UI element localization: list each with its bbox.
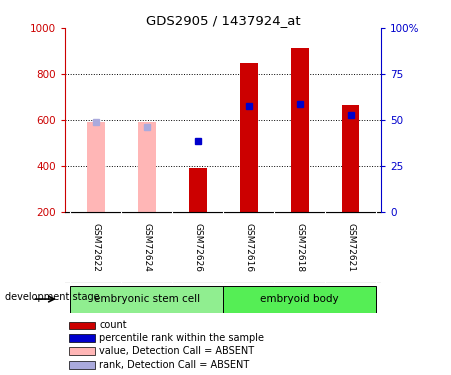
Text: value, Detection Call = ABSENT: value, Detection Call = ABSENT (100, 346, 255, 356)
Text: embryonic stem cell: embryonic stem cell (94, 294, 200, 304)
Text: GSM72622: GSM72622 (92, 223, 101, 272)
Bar (69, 322, 95, 329)
Bar (291, 48, 308, 212)
Bar (69, 334, 95, 342)
Text: GSM72624: GSM72624 (143, 223, 152, 272)
Text: count: count (100, 321, 127, 330)
Bar (189, 168, 207, 212)
Text: GSM72616: GSM72616 (244, 223, 253, 272)
Bar (138, 122, 156, 212)
Text: percentile rank within the sample: percentile rank within the sample (100, 333, 264, 343)
Text: GSM72621: GSM72621 (346, 223, 355, 272)
Bar (69, 361, 95, 369)
Bar (70, 286, 223, 313)
Bar (342, 105, 359, 212)
Text: embryoid body: embryoid body (260, 294, 339, 304)
Bar (223, 286, 376, 313)
Text: development stage: development stage (5, 292, 99, 302)
Title: GDS2905 / 1437924_at: GDS2905 / 1437924_at (146, 14, 300, 27)
Bar (69, 347, 95, 355)
Bar (87, 122, 105, 212)
Text: GSM72618: GSM72618 (295, 223, 304, 272)
Bar (240, 63, 258, 212)
Text: rank, Detection Call = ABSENT: rank, Detection Call = ABSENT (100, 360, 250, 370)
Text: GSM72626: GSM72626 (193, 223, 202, 272)
